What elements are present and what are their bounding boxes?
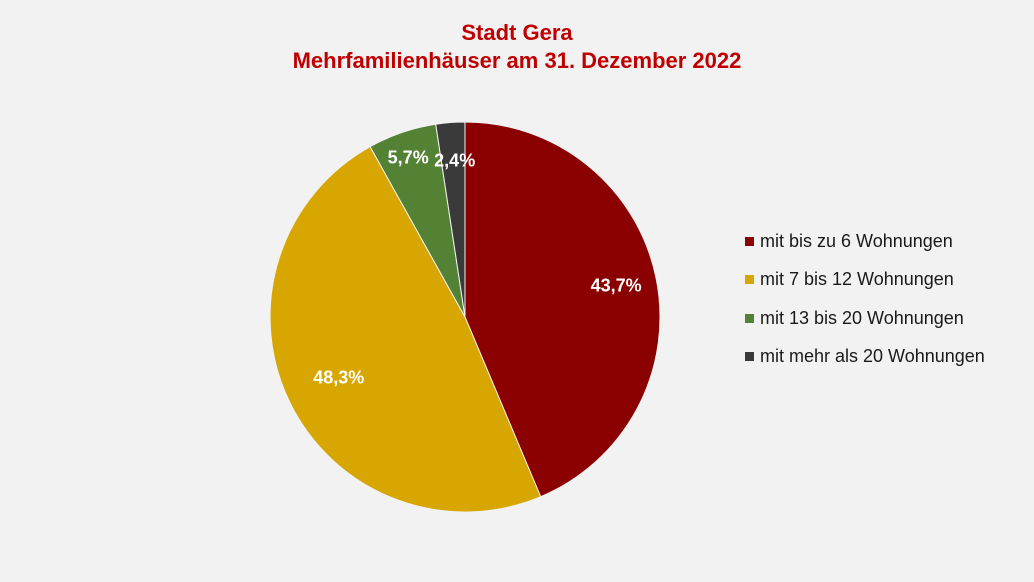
legend-swatch [745,236,754,246]
chart-title-block: Stadt Gera Mehrfamilienhäuser am 31. Dez… [0,19,1034,75]
legend-swatch [745,352,754,362]
legend-item: mit 7 bis 12 Wohnungen [745,261,985,300]
pie-slice [435,121,466,318]
chart-subtitle: Mehrfamilienhäuser am 31. Dezember 2022 [292,48,742,73]
slice-data-label: 5,7% [388,148,429,168]
legend-label: mit mehr als 20 Wohnungen [760,346,985,367]
legend-label: mit 7 bis 12 Wohnungen [760,269,954,290]
pie-slice [464,121,661,498]
legend-item: mit 13 bis 20 Wohnungen [745,299,985,338]
legend-swatch [745,275,754,285]
legend-label: mit bis zu 6 Wohnungen [760,230,953,251]
slice-data-label: 48,3% [313,367,364,387]
chart-title: Stadt Gera [461,20,573,45]
legend-label: mit 13 bis 20 Wohnungen [760,307,964,328]
pie-slice [269,145,542,513]
legend-item: mit bis zu 6 Wohnungen [745,222,985,261]
legend: mit bis zu 6 Wohnungen mit 7 bis 12 Wohn… [745,222,985,376]
slice-data-label: 43,7% [591,276,642,296]
legend-swatch [745,313,754,323]
slice-data-label: 2,4% [434,150,475,170]
legend-item: mit mehr als 20 Wohnungen [745,338,985,377]
